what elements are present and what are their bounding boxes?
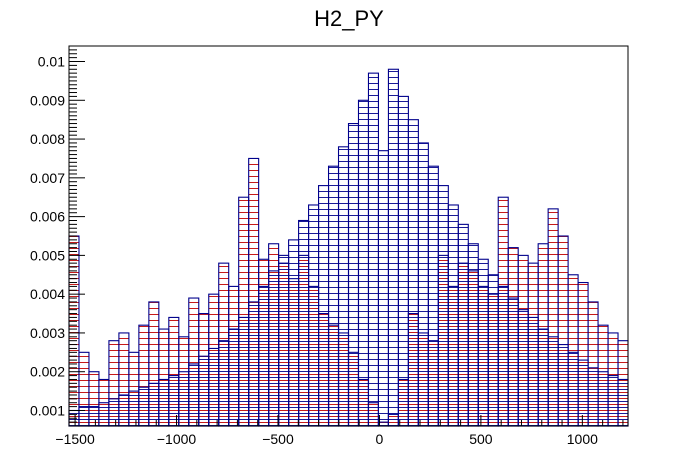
blue-series-bar [268, 270, 280, 427]
blue-series-bar [88, 406, 100, 427]
y-tick-label: 0.01 [38, 54, 65, 70]
blue-series-bar [347, 123, 360, 427]
plot-frame [68, 45, 629, 427]
blue-series-bar [487, 274, 499, 427]
blue-series-bar [238, 316, 250, 427]
blue-series-bar [78, 406, 90, 427]
blue-series-bar [337, 146, 350, 427]
y-tick-label: 0.009 [30, 92, 65, 108]
blue-series-bar [397, 95, 409, 427]
blue-series-bar [587, 367, 599, 427]
blue-series-bar [318, 185, 330, 427]
x-tick-label: 1000 [567, 431, 598, 447]
blue-series-bar [477, 258, 489, 427]
blue-series-bar [357, 99, 370, 427]
blue-series [68, 68, 629, 427]
blue-series-bar [327, 165, 340, 427]
blue-series-bar [188, 363, 200, 427]
blue-series-bar [387, 68, 399, 427]
red-series-bar [68, 235, 80, 427]
blue-series-bar [447, 204, 459, 427]
blue-series-bar [457, 223, 469, 427]
x-tick-label: 500 [469, 431, 493, 447]
y-tick-label: 0.003 [30, 325, 65, 341]
blue-series-bar [278, 254, 290, 427]
blue-series-bar [128, 390, 140, 427]
y-tick-label: 0.004 [30, 286, 65, 302]
x-tick-label: −500 [262, 431, 294, 447]
blue-series-bar [228, 328, 240, 427]
blue-series-bar [288, 239, 300, 427]
blue-series-bar [467, 243, 479, 427]
blue-series-bar [437, 185, 449, 427]
blue-series-bar [198, 355, 210, 427]
blue-series-bar [527, 316, 539, 427]
blue-series-bar [158, 378, 170, 427]
blue-series-bar [118, 394, 130, 427]
blue-series-bar [497, 285, 509, 427]
blue-series-bar [108, 398, 120, 427]
blue-series-bar [567, 351, 579, 427]
blue-series-bar [407, 119, 419, 427]
blue-series-bar [617, 378, 629, 427]
y-axis-ticks: 0.001 0.002 0.003 0.004 0.005 0.006 0.007 0.008… [30, 49, 85, 423]
blue-series-bar [138, 386, 150, 427]
blue-series-bar [178, 371, 190, 427]
blue-series-bar [208, 347, 220, 427]
y-tick-label: 0.005 [30, 247, 65, 263]
blue-series-bar [298, 219, 310, 427]
x-tick-label: −1500 [55, 431, 95, 447]
blue-series-bar [258, 285, 270, 427]
x-tick-label: −1000 [157, 431, 197, 447]
x-tick-label: 0 [376, 431, 384, 447]
blue-series-bar [597, 371, 609, 427]
blue-series-bar [417, 142, 429, 427]
y-tick-label: 0.008 [30, 131, 65, 147]
blue-series-bar [248, 301, 260, 427]
blue-series-bar [517, 309, 529, 427]
blue-series-bar [547, 336, 559, 427]
y-tick-label: 0.001 [30, 402, 65, 418]
blue-series-bar [367, 72, 379, 427]
chart-title: H2_PY [314, 6, 384, 31]
blue-series-bar [308, 204, 320, 427]
x-axis-ticks: −1500 −1000 −500 0 500 1000 [55, 415, 624, 447]
blue-series-bar [537, 328, 549, 427]
blue-series-bar [577, 359, 589, 427]
y-tick-label: 0.002 [30, 364, 65, 380]
blue-series-bar [218, 340, 230, 427]
y-tick-label: 0.006 [30, 209, 65, 225]
y-tick-label: 0.007 [30, 170, 65, 186]
blue-series-bar [507, 297, 519, 427]
blue-series-bar [557, 344, 569, 427]
blue-series-bar [377, 150, 389, 427]
blue-series-bar [148, 382, 160, 427]
blue-series-bar [98, 402, 110, 427]
blue-series-bar [427, 165, 439, 427]
blue-series-bar [168, 375, 180, 427]
blue-series-bar [607, 375, 619, 427]
